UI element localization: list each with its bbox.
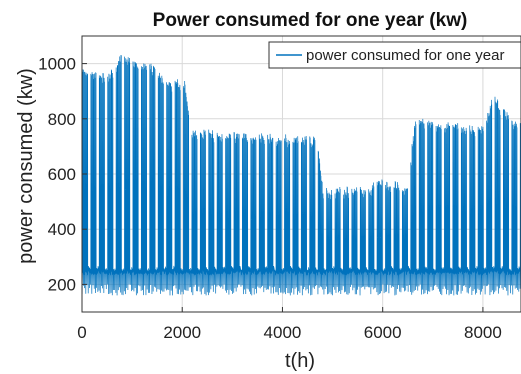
x-axis-label: t(h) bbox=[285, 350, 315, 372]
x-tick-label: 2000 bbox=[163, 323, 201, 342]
y-axis-ticks: 200 400 600 800 1000 bbox=[38, 55, 87, 294]
legend: power consumed for one year bbox=[268, 41, 521, 69]
y-tick-label: 800 bbox=[48, 110, 76, 129]
data-series bbox=[82, 54, 521, 296]
y-tick-label: 400 bbox=[48, 220, 76, 239]
y-axis-label: power consumed (kw) bbox=[15, 68, 37, 264]
x-tick-label: 6000 bbox=[364, 323, 402, 342]
x-axis-ticks: 0 2000 4000 6000 8000 bbox=[77, 307, 502, 342]
chart-title: Power consumed for one year (kw) bbox=[153, 10, 468, 31]
legend-label: power consumed for one year bbox=[306, 47, 504, 64]
x-tick-label: 0 bbox=[77, 323, 86, 342]
x-tick-label: 4000 bbox=[264, 323, 302, 342]
y-tick-label: 1000 bbox=[38, 55, 76, 74]
plot-area bbox=[81, 35, 521, 313]
legend-box bbox=[268, 41, 521, 69]
y-tick-label: 200 bbox=[48, 275, 76, 294]
y-tick-label: 600 bbox=[48, 165, 76, 184]
x-tick-label: 8000 bbox=[464, 323, 502, 342]
series-line-power bbox=[82, 54, 521, 296]
